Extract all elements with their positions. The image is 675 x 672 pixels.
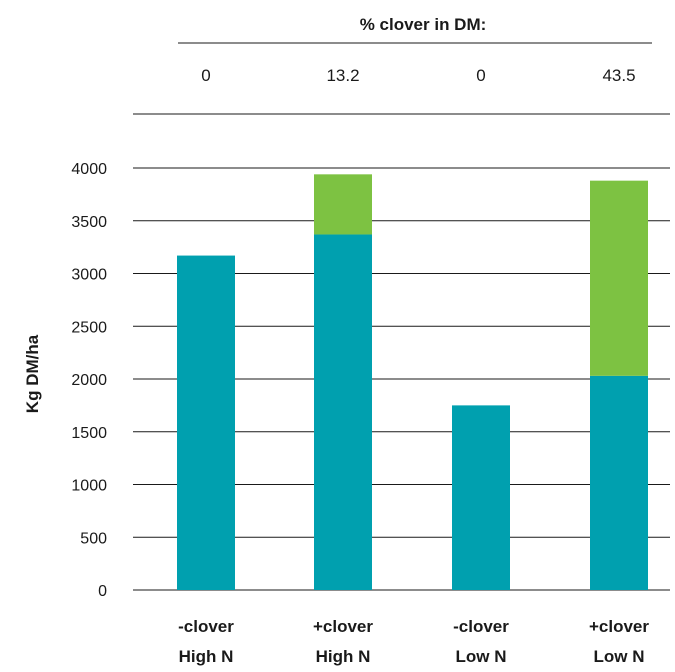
y-axis-ticks: 0 500 1000 1500 2000 2500 3000 3500 4000	[71, 161, 107, 600]
header-values: 0 13.2 0 43.5	[201, 66, 635, 85]
y-axis-label: Kg DM/ha	[23, 334, 42, 413]
header-value: 43.5	[602, 66, 635, 85]
y-tick-label: 500	[80, 530, 107, 547]
y-tick-label: 1000	[71, 478, 107, 495]
y-tick-label: 0	[98, 583, 107, 600]
x-tick-label: Low N	[594, 647, 645, 666]
bar-base-segment	[452, 405, 510, 590]
x-tick-label: Low N	[456, 647, 507, 666]
x-tick-label: -clover	[453, 617, 509, 636]
x-tick-label: High N	[179, 647, 234, 666]
y-tick-label: 1500	[71, 425, 107, 442]
y-tick-label: 2500	[71, 319, 107, 336]
x-axis-labels: -clover High N +clover High N -clover Low N +c…	[178, 617, 649, 666]
bar-base-segment	[590, 375, 648, 590]
y-tick-label: 2000	[71, 372, 107, 389]
y-tick-label: 4000	[71, 161, 107, 178]
header-value: 0	[476, 66, 485, 85]
x-tick-label: High N	[316, 647, 371, 666]
bar-clover-segment	[590, 180, 648, 376]
x-tick-label: -clover	[178, 617, 234, 636]
x-tick-label: +clover	[313, 617, 373, 636]
x-tick-label: +clover	[589, 617, 649, 636]
header-title: % clover in DM:	[360, 15, 487, 34]
bars	[177, 174, 648, 590]
bar-base-segment	[177, 255, 235, 590]
bar-base-segment	[314, 234, 372, 590]
header-value: 0	[201, 66, 210, 85]
header-value: 13.2	[326, 66, 359, 85]
y-tick-label: 3000	[71, 267, 107, 284]
y-tick-label: 3500	[71, 214, 107, 231]
bar-clover-segment	[314, 174, 372, 235]
